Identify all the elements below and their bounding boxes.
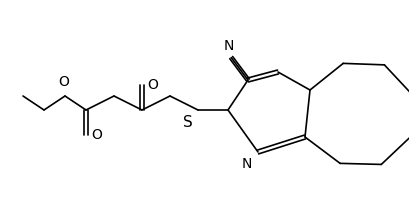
- Text: N: N: [223, 39, 234, 53]
- Text: O: O: [58, 75, 69, 89]
- Text: O: O: [91, 128, 101, 142]
- Text: O: O: [147, 78, 157, 92]
- Text: S: S: [183, 115, 193, 130]
- Text: N: N: [241, 157, 252, 171]
